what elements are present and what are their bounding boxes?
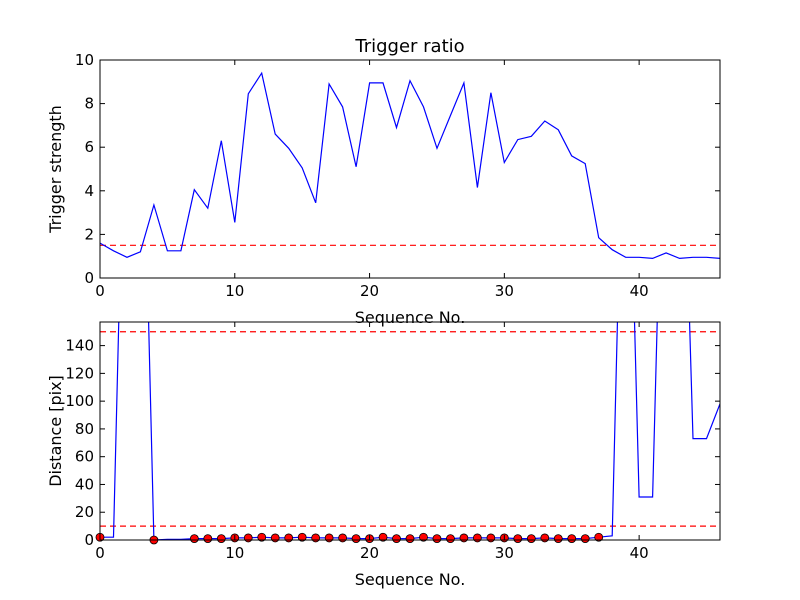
data-point bbox=[392, 534, 401, 544]
data-point bbox=[580, 534, 590, 544]
data-point bbox=[338, 533, 348, 543]
y-axis-label: Trigger strength bbox=[46, 105, 65, 234]
y-tick-label: 20 bbox=[75, 503, 94, 521]
y-tick-label: 40 bbox=[75, 475, 94, 493]
y-tick-label: 2 bbox=[84, 225, 94, 243]
data-point bbox=[486, 533, 496, 543]
y-tick-label: 60 bbox=[75, 448, 94, 466]
data-point bbox=[540, 533, 550, 543]
y-tick-label: 120 bbox=[65, 364, 94, 382]
panel-bottom: 0 10 20 30 40 0 20 40 60 80 100 120 140 Sequence No. D… bbox=[46, 321, 721, 589]
data-point bbox=[297, 532, 307, 542]
y-tick-label: 100 bbox=[65, 392, 94, 410]
data-point bbox=[324, 533, 334, 543]
axes-frame bbox=[99, 59, 721, 279]
data-point bbox=[526, 534, 536, 544]
panel-top: 0 10 20 30 40 0 2 4 6 8 10 Trigger ratio Sequence No… bbox=[46, 36, 721, 327]
data-point bbox=[284, 533, 294, 543]
data-point bbox=[257, 532, 267, 542]
series-line-0 bbox=[100, 71, 720, 260]
data-point bbox=[270, 533, 280, 543]
data-point bbox=[567, 534, 577, 544]
y-tick-label: 10 bbox=[75, 51, 94, 69]
y-tick-label: 8 bbox=[84, 95, 94, 113]
x-tick-label: 30 bbox=[495, 544, 514, 562]
y-tick-label: 140 bbox=[65, 337, 94, 355]
y-tick-label: 0 bbox=[84, 269, 94, 287]
data-point bbox=[243, 533, 253, 543]
chart-title: Trigger ratio bbox=[354, 36, 464, 57]
axes-frame bbox=[99, 321, 721, 541]
x-tick-label: 30 bbox=[495, 282, 514, 300]
plot-area bbox=[100, 71, 720, 260]
data-point bbox=[459, 533, 469, 543]
x-tick-label: 0 bbox=[95, 544, 105, 562]
x-axis-label: Sequence No. bbox=[355, 570, 466, 589]
x-tick-label: 10 bbox=[225, 544, 244, 562]
data-point bbox=[513, 534, 523, 544]
data-point bbox=[351, 534, 361, 544]
y-tick-label: 4 bbox=[84, 182, 94, 200]
data-point bbox=[432, 534, 442, 544]
y-axis-label: Distance [pix] bbox=[46, 375, 65, 487]
y-tick-label: 0 bbox=[84, 531, 94, 549]
x-axis-label: Sequence No. bbox=[355, 308, 466, 327]
data-point bbox=[216, 534, 226, 544]
x-tick-label: 20 bbox=[360, 544, 379, 562]
y-tick-label: 80 bbox=[75, 420, 94, 438]
data-point bbox=[378, 532, 388, 542]
data-point bbox=[189, 534, 199, 544]
x-tick-label: 10 bbox=[225, 282, 244, 300]
data-point bbox=[553, 534, 563, 544]
data-point bbox=[472, 533, 482, 543]
x-tick-label: 20 bbox=[360, 282, 379, 300]
data-point bbox=[405, 534, 415, 544]
data-point bbox=[594, 532, 604, 542]
x-tick-label: 40 bbox=[630, 544, 649, 562]
data-point bbox=[446, 534, 455, 544]
y-tick-label: 6 bbox=[84, 138, 94, 156]
data-point bbox=[203, 534, 213, 544]
data-point bbox=[311, 533, 321, 543]
x-tick-label: 0 bbox=[95, 282, 105, 300]
x-tick-label: 40 bbox=[630, 282, 649, 300]
data-point bbox=[419, 532, 428, 542]
